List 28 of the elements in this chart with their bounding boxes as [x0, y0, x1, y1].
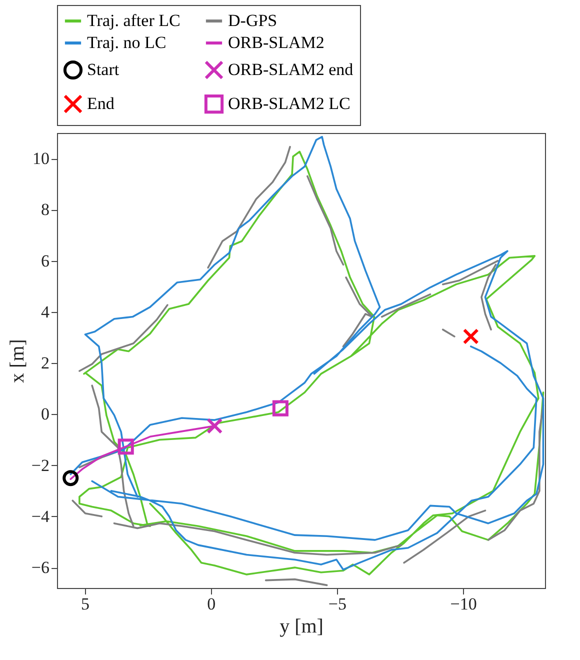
legend-label: Traj. no LC [87, 33, 166, 52]
legend-label: ORB-SLAM2 LC [228, 94, 350, 113]
y-tick-label: 6 [41, 251, 50, 270]
point [462, 328, 479, 344]
point [62, 470, 79, 486]
legend-label: Traj. after LC [87, 11, 180, 30]
y-tick-label: 2 [41, 354, 50, 373]
legend-label: D-GPS [228, 11, 278, 30]
x-tick-label: 0 [207, 594, 216, 614]
legend-label: ORB-SLAM2 [228, 33, 324, 52]
legend-label: Start [87, 60, 120, 79]
legend-label: End [87, 94, 115, 113]
x-tick-label: 5 [80, 594, 90, 614]
point [272, 400, 288, 416]
y-tick-label: 8 [41, 200, 50, 220]
y-tick-label: −2 [31, 456, 50, 475]
y-tick-label: 4 [41, 302, 50, 322]
y-tick-label: 10 [32, 149, 50, 168]
x-tick-label: −5 [328, 594, 346, 614]
y-tick-label: −6 [31, 558, 50, 578]
y-tick-label: 0 [41, 404, 50, 424]
x-tick-label: −10 [450, 594, 477, 614]
legend-label: ORB-SLAM2 end [228, 60, 354, 79]
point [118, 438, 134, 455]
x-axis-title: y [m] [280, 616, 324, 638]
point [206, 418, 223, 434]
y-axis-title: x [m] [6, 339, 28, 383]
y-tick-label: −4 [31, 506, 50, 526]
